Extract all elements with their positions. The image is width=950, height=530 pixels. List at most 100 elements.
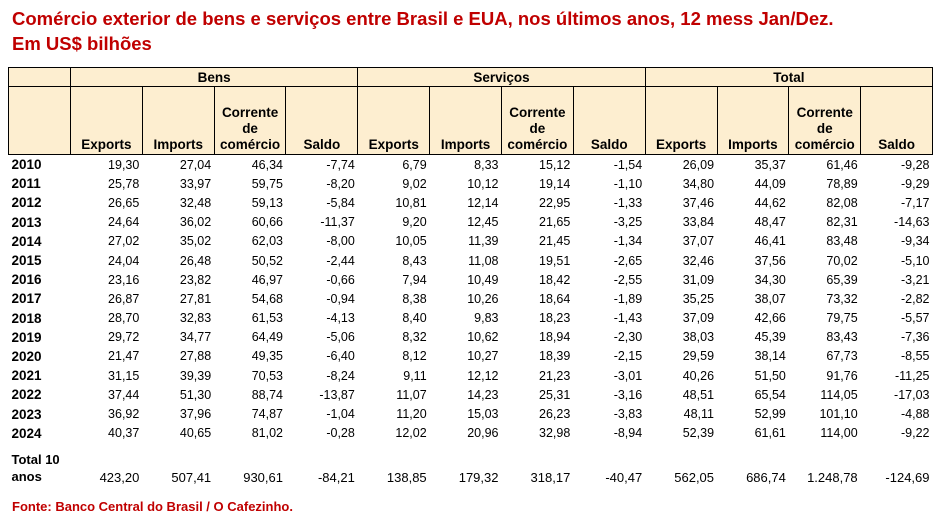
table-row: 2012 26,65 32,48 59,13 -5,84 10,81 12,14 22,95 -… xyxy=(9,193,933,212)
value-cell: 10,26 xyxy=(467,291,499,306)
value-cell: 8,38 xyxy=(402,291,427,306)
col-header-label: de xyxy=(816,121,833,136)
value-cell: 10,81 xyxy=(395,195,427,210)
value-cell: 70,53 xyxy=(251,368,283,383)
value-cell: 36,02 xyxy=(179,215,212,230)
value-cell: 88,74 xyxy=(251,387,283,402)
value-cell: -5,84 xyxy=(326,195,355,210)
value-cell: -3,01 xyxy=(613,368,643,383)
col-header-label: de xyxy=(242,121,258,136)
value-cell: 12,14 xyxy=(467,195,499,210)
col-header-label: Exports xyxy=(655,137,707,152)
col-header-label: Imports xyxy=(153,137,203,152)
row-year: 2023 xyxy=(11,406,42,422)
value-cell: 38,14 xyxy=(754,349,786,364)
value-cell: 8,12 xyxy=(402,349,427,364)
value-cell: 34,77 xyxy=(179,330,212,345)
table-row: 2014 27,02 35,02 62,03 -8,00 10,05 11,39 21,45 -… xyxy=(9,232,933,251)
value-cell: -1,10 xyxy=(613,176,643,191)
total-label-line: Total 10 xyxy=(11,451,60,467)
value-cell: 40,26 xyxy=(682,368,715,383)
corner-cell-lower xyxy=(8,86,71,155)
table-row: 2016 23,16 23,82 46,97 -0,66 7,94 10,49 18,42 -2… xyxy=(9,270,933,289)
value-cell: 21,23 xyxy=(539,368,571,383)
value-cell: -2,15 xyxy=(613,349,643,364)
page-title: Comércio exterior de bens e serviços ent… xyxy=(12,6,942,56)
value-cell: -1,34 xyxy=(613,234,643,249)
value-cell: 33,84 xyxy=(682,215,715,230)
value-cell: -1,04 xyxy=(326,407,355,422)
value-cell: 9,83 xyxy=(474,311,499,326)
value-cell: -8,94 xyxy=(613,426,643,441)
value-cell: 37,07 xyxy=(682,234,715,249)
col-header-label: Saldo xyxy=(303,137,341,152)
value-cell: 78,89 xyxy=(826,176,858,191)
value-cell: 24,64 xyxy=(108,215,140,230)
value-cell: -8,20 xyxy=(326,176,355,191)
value-cell: 45,39 xyxy=(754,330,786,345)
table-row: 2017 26,87 27,81 54,68 -0,94 8,38 10,26 18,64 -1… xyxy=(9,289,933,308)
value-cell: -1,33 xyxy=(613,195,643,210)
value-cell: 54,68 xyxy=(251,291,283,306)
value-cell: 18,42 xyxy=(539,272,571,287)
value-cell: -2,55 xyxy=(613,272,643,287)
value-cell: -3,25 xyxy=(613,215,643,230)
row-year: 2016 xyxy=(11,272,42,288)
spacer-cell xyxy=(358,443,430,451)
value-cell: 61,53 xyxy=(251,311,283,326)
row-year: 2019 xyxy=(11,329,42,345)
column-header-row: Exports Imports Corrente de comércio Saldo Exp… xyxy=(8,86,933,155)
value-cell: -7,74 xyxy=(326,157,355,172)
total-value-cell: 507,41 xyxy=(171,469,212,485)
value-cell: -11,37 xyxy=(320,215,355,230)
total-row: Total 10 anos 423,20 507,41 930,61 -84,21 138,… xyxy=(9,451,933,486)
col-header-label: Corrente xyxy=(221,105,279,120)
value-cell: 8,32 xyxy=(402,330,427,345)
value-cell: 12,45 xyxy=(467,215,499,230)
col-header-label: Imports xyxy=(440,137,491,152)
value-cell: 11,20 xyxy=(396,407,427,422)
table-row: 2021 31,15 39,39 70,53 -8,24 9,11 12,12 21,23 -3… xyxy=(9,366,933,385)
value-cell: 79,75 xyxy=(826,311,858,326)
group-header-servicos: Serviços xyxy=(357,67,646,87)
value-cell: 26,48 xyxy=(179,253,212,268)
value-cell: 14,23 xyxy=(467,387,499,402)
value-cell: -8,00 xyxy=(326,234,355,249)
title-line-1: Comércio exterior de bens e serviços ent… xyxy=(12,8,834,29)
spacer-cell xyxy=(861,443,933,451)
value-cell: -2,30 xyxy=(613,330,643,345)
value-cell: -7,36 xyxy=(901,330,930,345)
value-cell: 18,39 xyxy=(539,349,571,364)
table-row: 2010 19,30 27,04 46,34 -7,74 6,79 8,33 15,12 -1,… xyxy=(9,155,933,175)
spacer-cell xyxy=(573,443,645,451)
total-value-cell: 423,20 xyxy=(99,469,140,485)
value-cell: 46,34 xyxy=(251,157,283,172)
value-cell: -8,55 xyxy=(901,349,930,364)
total-value-cell: 179,32 xyxy=(458,469,499,485)
total-value-cell: 1.248,78 xyxy=(807,469,858,485)
col-header-servicos-exports: Exports xyxy=(357,86,431,155)
value-cell: 32,46 xyxy=(682,253,715,268)
value-cell: 38,03 xyxy=(682,330,715,345)
value-cell: 27,04 xyxy=(179,157,212,172)
value-cell: 10,49 xyxy=(467,272,499,287)
value-cell: 19,30 xyxy=(108,157,140,172)
value-cell: 8,40 xyxy=(402,311,427,326)
value-cell: 40,37 xyxy=(108,426,140,441)
value-cell: 8,33 xyxy=(474,157,499,172)
value-cell: 65,54 xyxy=(754,387,786,402)
value-cell: 82,08 xyxy=(826,195,858,210)
table-row: 2024 40,37 40,65 81,02 -0,28 12,02 20,96 32,98 -… xyxy=(9,424,933,443)
value-cell: 26,23 xyxy=(539,407,571,422)
table-row: 2018 28,70 32,83 61,53 -4,13 8,40 9,83 18,23 -1,… xyxy=(9,309,933,328)
spacer-cell xyxy=(645,443,717,451)
col-header-total-corrente: Corrente de comércio xyxy=(788,86,862,155)
col-header-servicos-saldo: Saldo xyxy=(572,86,646,155)
value-cell: 9,02 xyxy=(402,176,427,191)
col-header-servicos-corrente: Corrente de comércio xyxy=(500,86,574,155)
spacer-cell xyxy=(717,443,789,451)
source-note: Fonte: Banco Central do Brasil / O Cafez… xyxy=(12,499,293,514)
value-cell: -2,65 xyxy=(613,253,643,268)
col-header-label: Corrente xyxy=(796,105,853,120)
row-year: 2011 xyxy=(11,176,41,192)
